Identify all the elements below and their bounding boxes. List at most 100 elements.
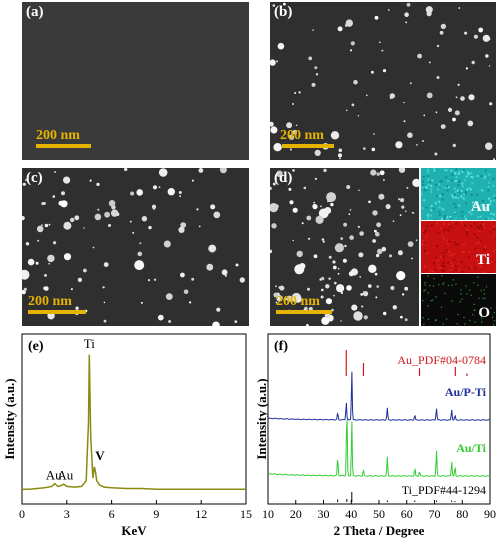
nanoparticle [292,103,295,105]
nanoparticle [379,170,385,176]
map-speckle [446,180,449,183]
nanoparticle [183,289,189,295]
map-speckle [492,184,495,187]
map-speckle [457,197,460,200]
map-speckle [463,316,465,319]
map-speckle [459,254,462,256]
nanoparticle [315,73,319,76]
scale-bar [276,310,332,314]
x-tick-label: 20 [290,507,302,521]
map-speckle [465,244,468,246]
map-speckle [435,319,438,321]
map-speckle [450,262,452,265]
map-speckle [457,243,460,246]
nanoparticle [301,222,304,225]
nanoparticle [332,193,336,197]
nanoparticle [25,242,30,246]
map-speckle [424,284,426,286]
nanoparticle [376,172,380,176]
nanoparticle [52,195,56,198]
map-speckle [468,256,470,258]
map-speckle [473,222,476,225]
map-speckle [465,192,468,195]
nanoparticle [400,198,405,203]
map-speckle [484,169,487,172]
nanoparticle [381,246,387,252]
map-speckle [441,207,444,210]
map-speckle [449,217,452,220]
nanoparticle [270,121,274,127]
nanoparticle [422,140,424,142]
nanoparticle [314,177,318,181]
nanoparticle [428,61,431,64]
map-speckle [432,221,435,224]
map-speckle [440,180,443,183]
nanoparticle [389,93,395,99]
map-speckle [470,176,473,178]
map-speckle [447,218,449,220]
map-speckle [488,181,491,184]
map-speckle [494,253,496,256]
map-speckle [461,182,464,185]
map-speckle [433,278,435,280]
map-speckle [495,269,496,271]
map-speckle [447,186,450,189]
nanoparticle [158,168,168,177]
nanoparticle [397,250,403,256]
map-speckle [437,188,440,191]
map-speckle [456,221,459,224]
map-speckle [453,193,456,196]
nanoparticle [108,224,111,227]
map-speckle [485,226,488,229]
map-speckle [472,206,475,209]
map-speckle [471,243,474,246]
nanoparticle [383,311,387,316]
nanoparticle [103,319,107,323]
nanoparticle [368,284,372,288]
nanoparticle [403,120,406,123]
map-speckle [442,323,444,325]
panel-label: (e) [28,339,44,354]
nanoparticle [404,210,407,212]
x-tick-label: 90 [484,507,496,521]
nanoparticle [278,286,282,289]
nanoparticle [332,265,337,270]
map-speckle [442,255,445,258]
y-axis-label: Intensity (a.u.) [2,378,17,459]
nanoparticle [130,191,135,196]
scale-text: 200 nm [36,128,80,143]
nanoparticle [389,254,392,258]
map-speckle [465,175,468,178]
nanoparticle [306,215,312,221]
map-speckle [433,169,436,172]
map-speckle [470,225,473,228]
nanoparticle [289,148,292,151]
map-speckle [476,246,479,249]
map-speckle [424,281,426,284]
nanoparticle [321,288,324,292]
map-speckle [473,261,476,264]
map-speckle [480,317,483,319]
map-speckle [454,187,456,190]
nanoparticle [180,272,185,278]
nanoparticle [473,34,478,39]
nanoparticle [338,148,343,153]
map-speckle [466,228,469,231]
map-speckle [459,301,461,303]
nanoparticle [436,44,440,48]
map-speckle [460,221,463,223]
map-speckle [433,219,436,220]
sem-panel-d: (d) 200 nm [270,168,419,326]
nanoparticle [22,216,25,221]
nanoparticle [346,185,351,189]
nanoparticle [168,320,172,323]
map-speckle [466,293,468,295]
map-speckle [450,265,453,268]
map-speckle [454,190,457,193]
map-speckle [470,213,473,216]
nanoparticle [325,298,332,305]
map-speckle [436,259,439,262]
map-speckle [461,215,464,218]
nanoparticle [289,200,294,205]
nanoparticle [343,222,347,227]
